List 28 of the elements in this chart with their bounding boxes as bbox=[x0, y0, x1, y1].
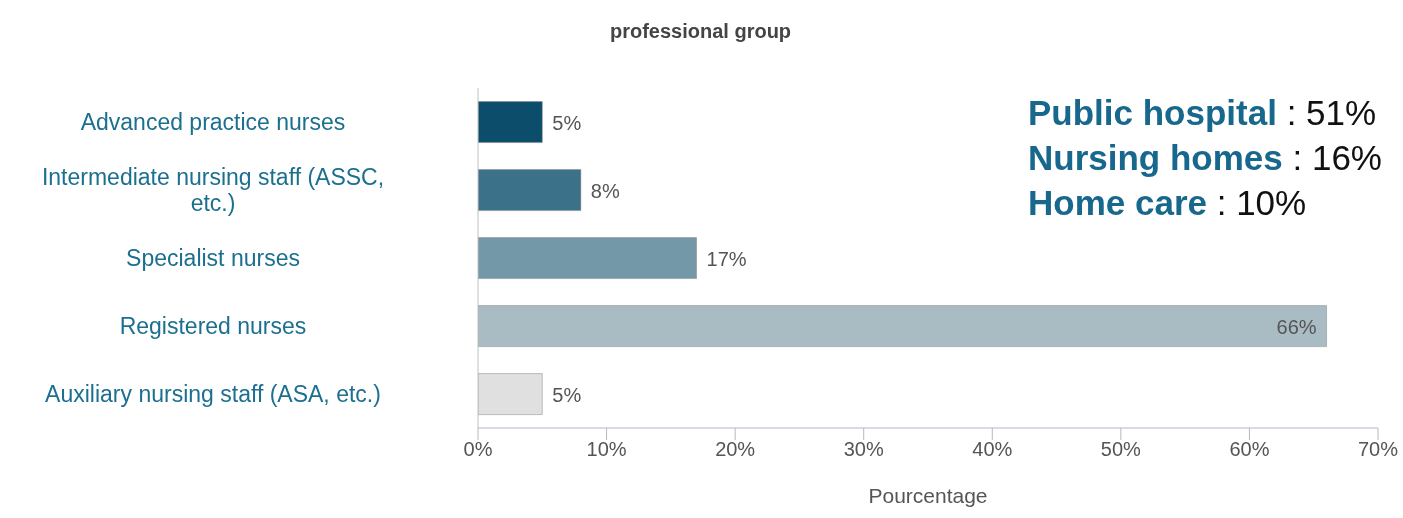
data-label: 66% bbox=[1276, 316, 1317, 339]
y-tick-label: Intermediate nursing staff (ASSC, etc.) bbox=[41, 164, 385, 216]
annotation: Home care : 10% bbox=[1028, 182, 1308, 224]
y-tick-label: Auxiliary nursing staff (ASA, etc.) bbox=[45, 381, 381, 407]
data-label: 17% bbox=[706, 248, 747, 271]
bar bbox=[478, 305, 1327, 347]
chart-title: professional group bbox=[608, 20, 793, 43]
x-tick-label: 20% bbox=[715, 438, 756, 461]
y-tick-label: Advanced practice nurses bbox=[80, 109, 346, 135]
bar bbox=[478, 373, 543, 415]
y-tick-label: Registered nurses bbox=[119, 313, 307, 339]
x-tick-label: 0% bbox=[463, 438, 493, 461]
x-tick-label: 50% bbox=[1100, 438, 1142, 461]
x-axis-title: Pourcentage bbox=[868, 484, 988, 507]
x-tick-label: 40% bbox=[972, 438, 1013, 461]
bar bbox=[478, 101, 543, 143]
data-label: 8% bbox=[590, 180, 620, 203]
data-label: 5% bbox=[552, 112, 582, 135]
x-tick-label: 10% bbox=[586, 438, 627, 461]
x-tick-label: 30% bbox=[843, 438, 884, 461]
annotation: Public hospital : 51% bbox=[1028, 92, 1378, 134]
annotation: Nursing homes : 16% bbox=[1028, 137, 1382, 179]
bar bbox=[478, 237, 697, 279]
x-tick-label: 70% bbox=[1357, 438, 1399, 461]
y-tick-label: Specialist nurses bbox=[126, 245, 300, 271]
x-tick-label: 60% bbox=[1229, 438, 1270, 461]
data-label: 5% bbox=[552, 384, 582, 407]
bar bbox=[478, 169, 582, 211]
